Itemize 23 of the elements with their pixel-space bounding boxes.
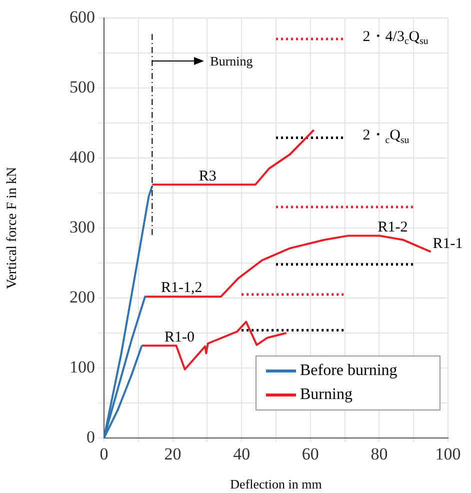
y-tick-label: 400 [70,147,95,166]
x-tick-label: 60 [302,444,319,464]
x-tick-label: 20 [164,444,182,464]
y-axis-title: Vertical force F in kN [5,166,20,290]
x-tick-label: 0 [100,444,108,464]
x-tick-label: 40 [233,444,250,464]
annotation: R1-2 [378,220,408,236]
y-tick-label: 100 [70,357,95,376]
annotation: R1-1,2 [161,280,202,296]
legend-label: Before burning [300,362,398,380]
annotation: R1-0 [164,330,194,346]
annotation: R3 [198,168,216,185]
y-tick-label: 500 [70,77,95,96]
ref-line-label: Burning [210,53,254,68]
legend-label: Burning [300,386,352,404]
y-tick-label: 600 [70,7,95,26]
annotation: R1-1 [432,236,463,252]
x-tick-label: 100 [435,444,461,464]
x-axis-title: Deflection in mm [230,476,322,492]
y-tick-label: 300 [70,217,95,236]
x-tick-label: 80 [370,444,388,464]
y-tick-label: 0 [86,427,95,446]
y-tick-label: 200 [70,287,95,306]
